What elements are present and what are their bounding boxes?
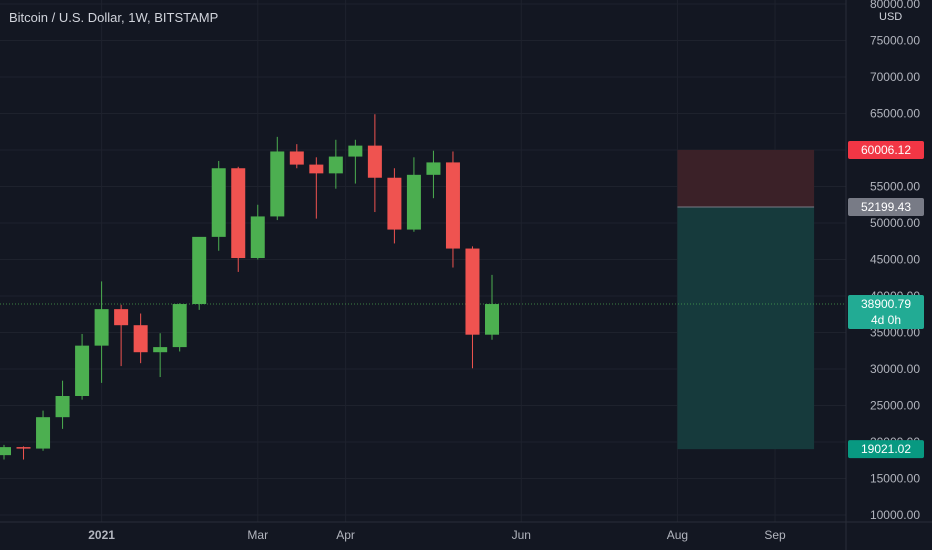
candle-body [153,347,167,352]
x-tick-label: Sep [764,528,786,542]
price-unit-label: USD [879,11,902,23]
x-tick-label: Mar [247,528,268,542]
candle-body [95,309,109,346]
candle [348,140,362,184]
candle-body [407,175,421,230]
y-tick-label: 45000.00 [870,253,920,267]
candle-body [251,216,265,258]
candle-body [75,346,89,396]
y-tick-label: 50000.00 [870,216,920,230]
candle-body [368,146,382,178]
candle-body [290,151,304,164]
candle [36,411,50,451]
candle [173,303,187,351]
candle [465,246,479,368]
y-tick-label: 80000.00 [870,0,920,11]
candle [368,114,382,212]
stop-loss-zone [677,150,814,207]
y-tick-label: 25000.00 [870,399,920,413]
candle-body [465,249,479,335]
candle [426,151,440,198]
candle-body [329,157,343,174]
candle [407,157,421,231]
candle-body [192,237,206,304]
stop-price-label-text: 60006.12 [861,143,911,157]
y-tick-label: 75000.00 [870,34,920,48]
candle [75,334,89,400]
candle [270,137,284,220]
candle [0,445,11,460]
y-tick-label: 55000.00 [870,180,920,194]
candle-body [56,396,70,417]
take-profit-zone [677,207,814,449]
candle [290,144,304,168]
candle [134,314,148,364]
candle-body [0,447,11,455]
candle-body [114,309,128,325]
candle-body [134,325,148,352]
y-tick-label: 15000.00 [870,472,920,486]
candle-body [231,168,245,258]
candle [387,168,401,243]
position-zones [0,150,846,449]
target-price-label-text: 19021.02 [861,442,911,456]
last-price-label-text: 4d 0h [871,313,901,327]
candle [56,381,70,429]
candle-body [485,304,499,335]
x-tick-label: 2021 [88,528,115,542]
candle-body [309,165,323,174]
y-tick-label: 30000.00 [870,362,920,376]
candle-body [36,417,50,448]
candle-body [17,447,31,449]
y-tick-label: 65000.00 [870,107,920,121]
candle [309,157,323,218]
candle-body [270,151,284,216]
candle [251,205,265,260]
candle [231,167,245,272]
candle-body [426,162,440,174]
candle [329,140,343,189]
candle [17,446,31,459]
candle-body [212,168,226,237]
x-tick-label: Aug [667,528,688,542]
candle [212,161,226,251]
candle [446,151,460,267]
y-tick-label: 10000.00 [870,508,920,522]
last-price-label-text: 38900.79 [861,297,911,311]
candle [192,237,206,310]
candle-body [446,162,460,248]
entry-price-label-text: 52199.43 [861,200,911,214]
candle [485,275,499,340]
candle-body [348,146,362,157]
candle-body [173,304,187,347]
x-tick-label: Jun [512,528,531,542]
candle [153,333,167,377]
y-tick-label: 70000.00 [870,70,920,84]
candle [95,281,109,382]
candle-body [387,178,401,230]
chart-title: Bitcoin / U.S. Dollar, 1W, BITSTAMP [9,10,218,25]
candles-layer [0,114,499,459]
x-tick-label: Apr [336,528,355,542]
candle [114,305,128,366]
